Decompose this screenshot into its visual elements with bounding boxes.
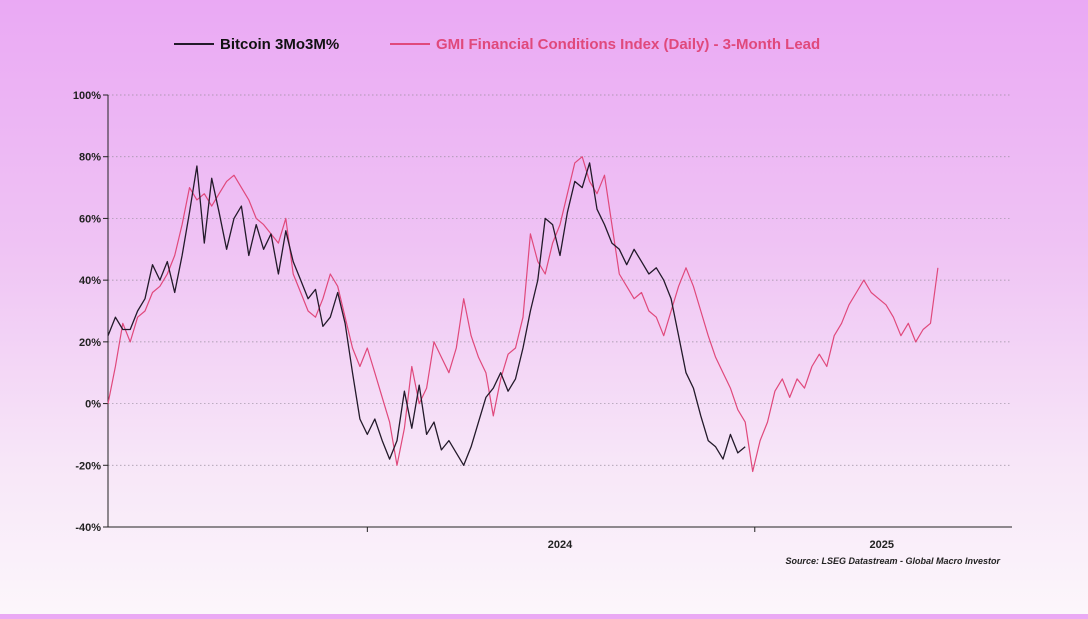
series-line-bitcoin [107,162,746,466]
series-line-gmi [107,156,939,473]
gridlines [108,94,1012,528]
y-tick-label: 0% [85,399,101,411]
y-tick-label: 60% [79,213,101,225]
y-tick-label: 20% [79,337,101,349]
y-tick-label: -20% [75,460,101,472]
series-layer [107,156,939,473]
source-note: Source: LSEG Datastream - Global Macro I… [785,556,1000,566]
y-tick-label: 40% [79,275,101,287]
legend: Bitcoin 3Mo3M% GMI Financial Conditions … [174,36,820,53]
legend-label-bitcoin: Bitcoin 3Mo3M% [220,36,339,53]
legend-label-gmi: GMI Financial Conditions Index (Daily) -… [436,36,820,53]
x-tick-label: 2024 [548,539,573,551]
x-tick-label: 2025 [870,539,894,551]
y-tick-label: -40% [75,522,101,534]
x-axis: 2024 2025 [108,526,1012,551]
y-tick-label: 80% [79,152,101,164]
y-axis: 100% 80% 60% 40% 20% 0% -20% -40% [73,90,109,534]
y-tick-label: 100% [73,90,101,102]
